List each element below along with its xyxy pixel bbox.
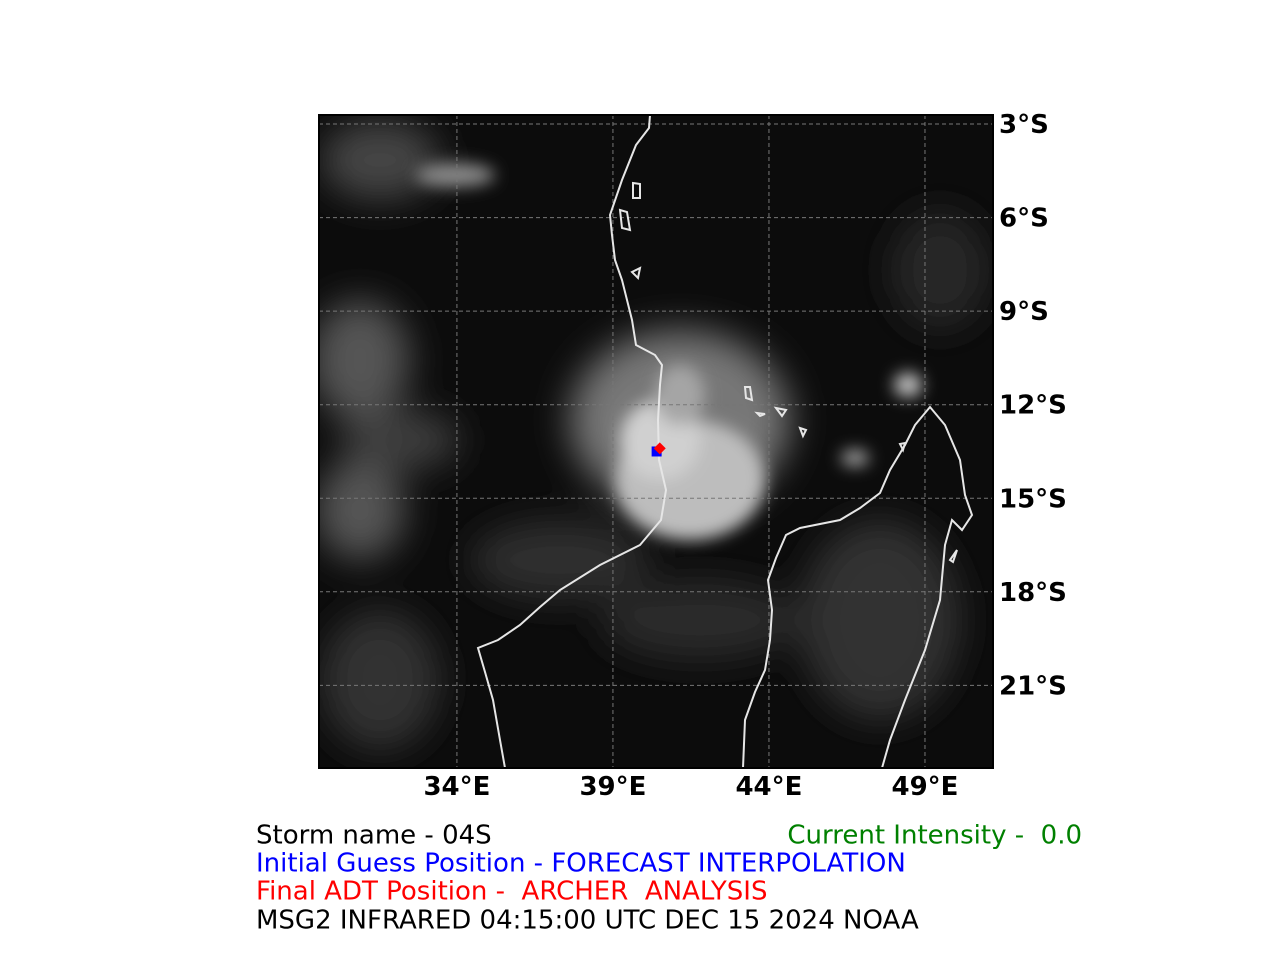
lat-label: 21°S: [999, 671, 1067, 701]
position-markers: [651, 442, 666, 457]
satellite-image: [319, 115, 993, 768]
storm-name: Storm name - 04S: [256, 821, 492, 851]
graticule: [319, 115, 993, 768]
current-intensity: Current Intensity - 0.0: [787, 821, 1082, 851]
coastlines: [476, 115, 974, 768]
lat-label: 15°S: [999, 484, 1067, 514]
lat-label: 6°S: [999, 204, 1049, 234]
initial-guess-text: Initial Guess Position - FORECAST INTERP…: [256, 849, 906, 879]
initial-guess-marker: [651, 446, 662, 457]
lon-label: 34°E: [423, 772, 490, 802]
source-line: MSG2 INFRARED 04:15:00 UTC DEC 15 2024 N…: [256, 906, 919, 936]
map-frame: [318, 114, 994, 769]
lat-label: 3°S: [999, 110, 1049, 140]
final-adt-marker: [653, 442, 666, 455]
lat-label: 12°S: [999, 391, 1067, 421]
lat-label: 9°S: [999, 297, 1049, 327]
lat-label: 18°S: [999, 578, 1067, 608]
lon-label: 44°E: [735, 772, 802, 802]
lon-label: 49°E: [891, 772, 958, 802]
final-adt-text: Final ADT Position - ARCHER ANALYSIS: [256, 877, 767, 907]
lon-label: 39°E: [579, 772, 646, 802]
axis-labels: 3°S 6°S 9°S 12°S 15°S 18°S 21°S 34°E 39°E 44°E 49°…: [423, 110, 1066, 802]
